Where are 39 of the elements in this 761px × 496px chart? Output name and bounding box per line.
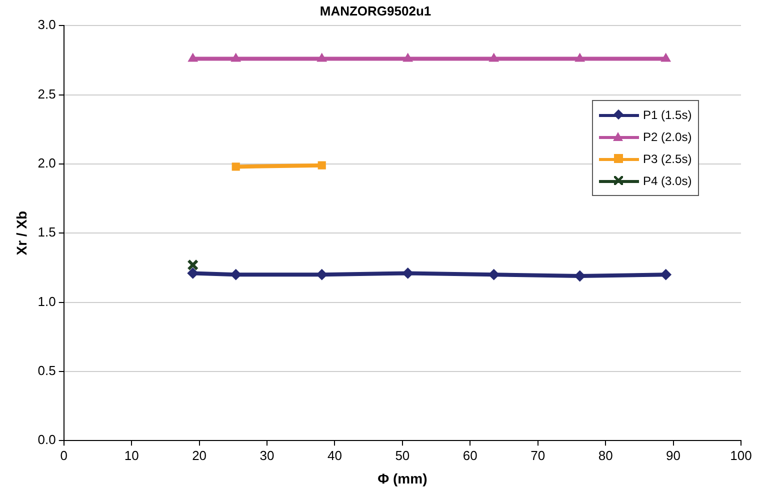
point	[318, 161, 326, 170]
legend-label: P4 (3.0s)	[643, 174, 692, 188]
y-axis-title: Xr / Xb	[13, 210, 30, 256]
y-tick-label: 2.0	[38, 156, 56, 171]
point	[187, 259, 199, 271]
x-tick-label: 70	[530, 448, 546, 463]
point	[231, 53, 241, 62]
legend-label: P1 (1.5s)	[643, 108, 692, 122]
y-tick-label: 0.5	[38, 363, 56, 378]
x-tick-label: 20	[192, 448, 207, 463]
y-tick-label: 3.0	[38, 17, 56, 32]
x-axis-title: Φ (mm)	[378, 470, 428, 486]
y-tick-label: 1.0	[38, 294, 56, 309]
point	[660, 269, 672, 280]
point	[187, 268, 198, 279]
point	[188, 53, 198, 62]
x-tick-label: 0	[60, 448, 68, 463]
x-tick-label: 60	[462, 448, 478, 463]
legend-label: P2 (2.0s)	[643, 130, 692, 144]
point	[575, 53, 585, 62]
legend-label: P3 (2.5s)	[643, 152, 692, 166]
point	[316, 269, 328, 280]
y-tick-label: 2.5	[38, 86, 56, 102]
point	[232, 162, 240, 171]
x-tick-label: 10	[124, 448, 139, 463]
point	[403, 53, 413, 62]
x-tick-label: 100	[730, 448, 752, 463]
point	[574, 270, 586, 282]
x-tick-label: 50	[395, 448, 410, 463]
point	[661, 53, 671, 62]
point	[489, 53, 499, 62]
chart-title: MANZORG9502u1	[320, 3, 432, 18]
x-tick-label: 90	[666, 448, 681, 463]
y-tick-label: 1.5	[38, 224, 56, 240]
point	[317, 53, 327, 62]
x-tick-label: 40	[327, 448, 342, 463]
x-tick-label: 30	[260, 448, 274, 463]
y-tick-label: 0.0	[38, 432, 56, 448]
x-tick-label: 80	[598, 448, 613, 463]
